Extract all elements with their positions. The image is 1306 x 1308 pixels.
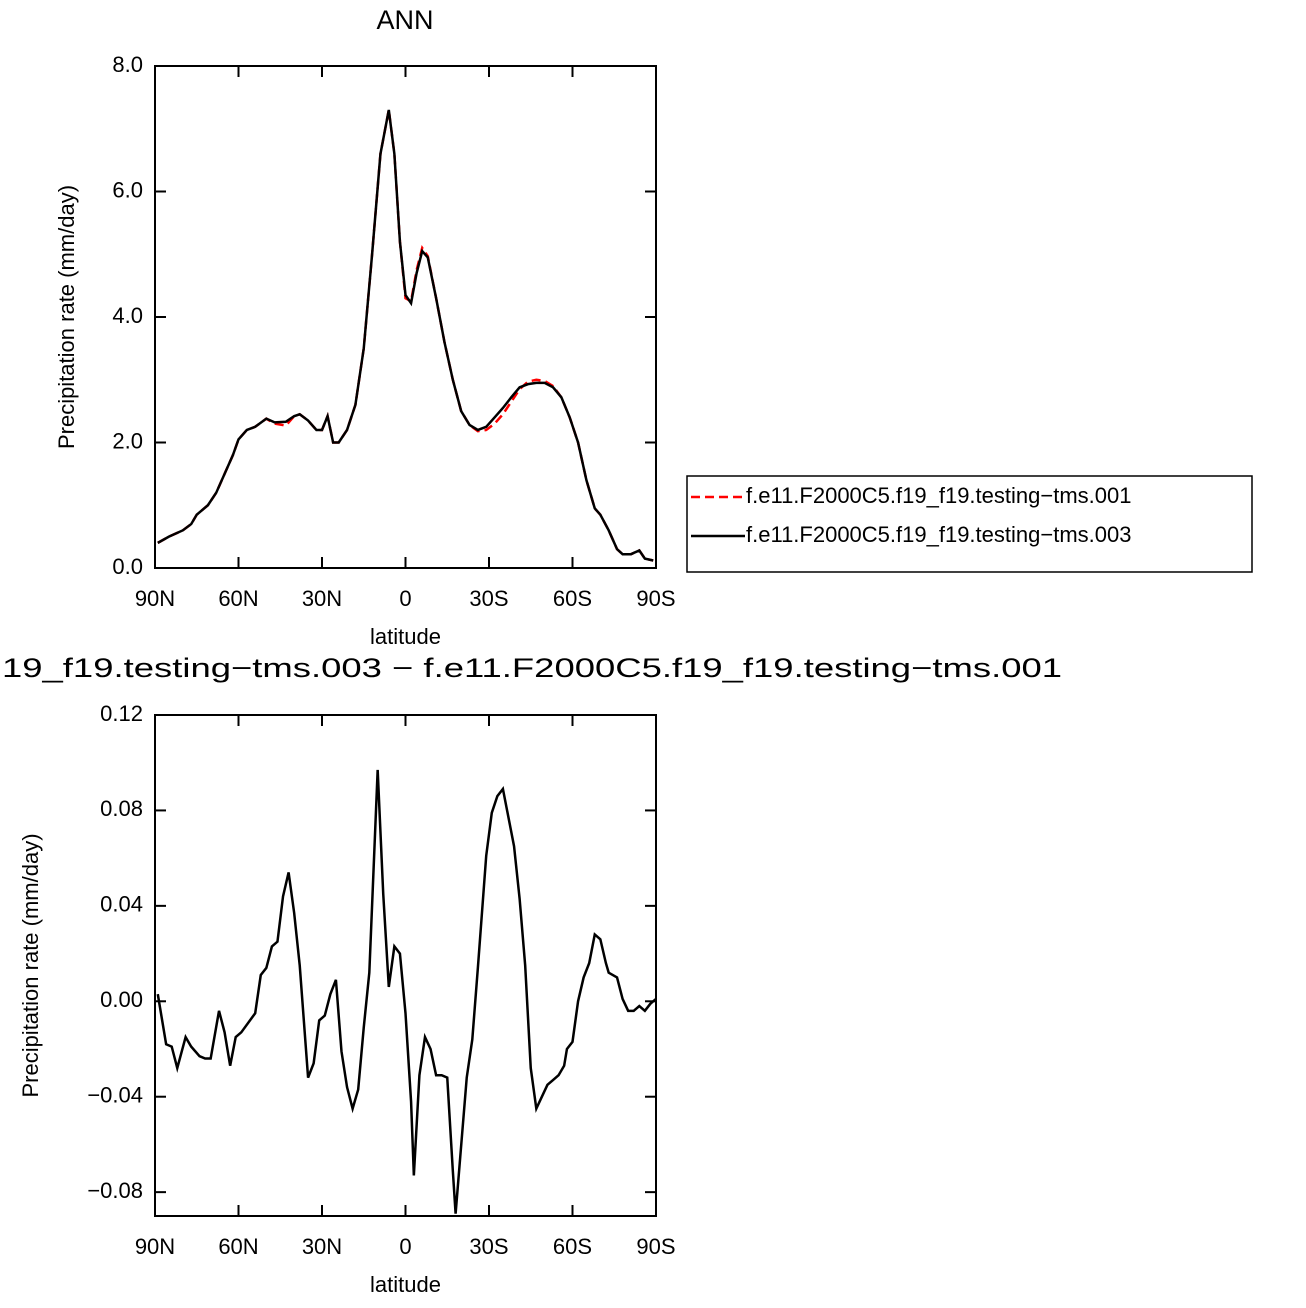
y-tick-label: −0.08 [87,1178,143,1203]
series-line [157,109,654,562]
x-tick-label: 90S [636,586,675,611]
x-tick-label: 90S [636,1234,675,1259]
chart-title: ANN [376,5,433,35]
x-tick-label: 60S [553,1234,592,1259]
y-tick-label: 2.0 [112,428,143,453]
x-tick-label: 30N [302,586,342,611]
x-tick-label: 0 [399,586,411,611]
y-tick-label: −0.04 [87,1083,143,1108]
x-tick-label: 30N [302,1234,342,1259]
y-axis-label: Precipitation rate (mm/day) [54,185,79,449]
x-tick-label: 60S [553,586,592,611]
y-tick-label: 0.12 [100,701,143,726]
x-tick-label: 60N [218,1234,258,1259]
chart-title: 19_f19.testing−tms.003 − f.e11.F2000C5.f… [2,653,1062,683]
x-tick-label: 60N [218,586,258,611]
series-line [157,109,654,562]
legend-box [686,475,1253,573]
x-tick-label: 90N [135,586,175,611]
x-tick-label: 30S [469,1234,508,1259]
legend-label: f.e11.F2000C5.f19_f19.testing−tms.003 [746,522,1131,547]
x-tick-label: 0 [399,1234,411,1259]
x-axis-label: latitude [370,624,441,649]
series-line [156,769,656,1214]
y-axis-label: Precipitation rate (mm/day) [18,833,43,1097]
y-tick-label: 0.08 [100,796,143,821]
plot-frame [154,714,657,1217]
y-tick-label: 0.04 [100,892,143,917]
x-tick-label: 30S [469,586,508,611]
y-tick-label: 4.0 [112,303,143,328]
y-tick-label: 8.0 [112,52,143,77]
x-axis-label: latitude [370,1272,441,1297]
x-tick-label: 90N [135,1234,175,1259]
y-tick-label: 6.0 [112,177,143,202]
plot-frame [154,65,657,569]
y-tick-label: 0.0 [112,554,143,579]
y-tick-label: 0.00 [100,987,143,1012]
legend-label: f.e11.F2000C5.f19_f19.testing−tms.001 [746,483,1131,508]
